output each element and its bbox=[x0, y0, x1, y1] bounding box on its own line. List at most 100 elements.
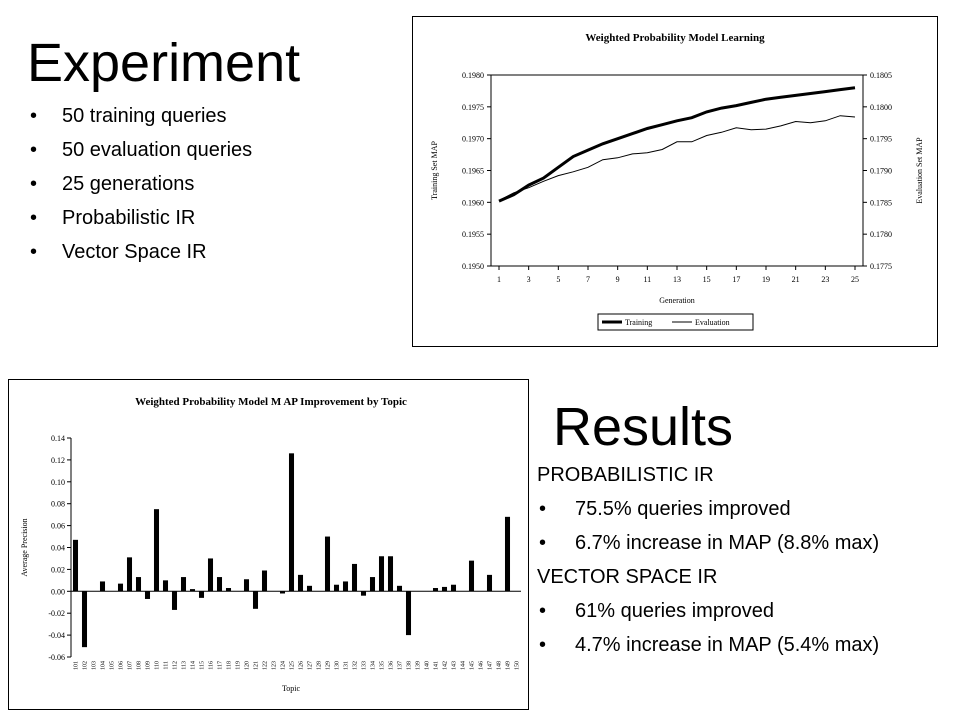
x-tick-label: 121 bbox=[254, 661, 260, 670]
x-tick-label: 141 bbox=[434, 661, 440, 670]
bar bbox=[99, 581, 106, 592]
learning-chart-svg: Weighted Probability Model Learning 0.195… bbox=[430, 32, 924, 331]
x-tick-label: 146 bbox=[479, 661, 485, 670]
legend-label: Training bbox=[625, 318, 652, 327]
list-item-text: 75.5% queries improved bbox=[575, 498, 791, 520]
y-tick-label: 0.1975 bbox=[462, 103, 484, 112]
bar bbox=[450, 584, 457, 592]
x-tick-label: 109 bbox=[146, 661, 152, 670]
x-tick-label: 128 bbox=[317, 661, 323, 670]
x-tick-label: 104 bbox=[101, 661, 107, 670]
list-item-text: Probabilistic IR bbox=[62, 207, 196, 229]
bar bbox=[162, 580, 169, 592]
series-line-evaluation bbox=[498, 115, 856, 201]
list-item: • Vector Space IR bbox=[26, 235, 252, 269]
bar bbox=[432, 588, 439, 592]
x-tick-label: 148 bbox=[497, 661, 503, 670]
x-axis-label: Topic bbox=[282, 684, 301, 693]
list-item-text: Vector Space IR bbox=[62, 241, 207, 263]
bar bbox=[153, 509, 160, 592]
x-tick-label: 13 bbox=[673, 275, 681, 284]
y-tick-label: -0.02 bbox=[48, 609, 65, 618]
x-axis-label: Generation bbox=[659, 296, 695, 305]
bar bbox=[504, 516, 511, 592]
x-tick-label: 126 bbox=[299, 661, 305, 670]
x-tick-label: 102 bbox=[83, 661, 89, 670]
x-tick-label: 25 bbox=[851, 275, 859, 284]
bullet-icon: • bbox=[539, 600, 547, 622]
x-tick-label: 137 bbox=[398, 661, 404, 670]
list-item-text: 4.7% increase in MAP (5.4% max) bbox=[575, 634, 880, 656]
y-tick-label: 0.08 bbox=[51, 500, 65, 509]
bullet-icon: • bbox=[30, 139, 38, 161]
bar bbox=[72, 539, 79, 592]
x-tick-label: 150 bbox=[515, 661, 521, 670]
bar bbox=[351, 563, 358, 592]
x-tick-label: 149 bbox=[506, 661, 512, 670]
x-tick-label: 116 bbox=[209, 661, 215, 670]
bar bbox=[405, 591, 412, 636]
y-tick-label: 0.1960 bbox=[462, 198, 484, 207]
x-tick-label: 15 bbox=[703, 275, 711, 284]
x-tick-label: 110 bbox=[155, 661, 161, 670]
x-tick-label: 5 bbox=[556, 275, 560, 284]
bar bbox=[288, 453, 295, 592]
x-tick-label: 118 bbox=[227, 661, 233, 670]
bar bbox=[252, 591, 259, 609]
legend-label: Evaluation bbox=[695, 318, 730, 327]
bar bbox=[468, 560, 475, 592]
x-tick-label: 142 bbox=[443, 661, 449, 670]
results-section-heading: VECTOR SPACE IR bbox=[537, 566, 718, 588]
y2-tick-label: 0.1795 bbox=[870, 135, 892, 144]
bar bbox=[360, 591, 367, 596]
bar bbox=[198, 591, 205, 598]
x-tick-label: 139 bbox=[416, 661, 422, 670]
x-tick-label: 111 bbox=[164, 661, 170, 670]
x-tick-label: 113 bbox=[182, 661, 188, 670]
x-tick-label: 117 bbox=[218, 661, 224, 670]
bar bbox=[378, 556, 385, 592]
x-tick-label: 120 bbox=[245, 661, 251, 670]
bullet-icon: • bbox=[539, 532, 547, 554]
results-section-heading: PROBABILISTIC IR bbox=[537, 464, 714, 486]
y-tick-label: 0.14 bbox=[51, 434, 65, 443]
y-tick-label: 0.1970 bbox=[462, 135, 484, 144]
x-tick-label: 101 bbox=[74, 661, 80, 670]
list-item: • 6.7% increase in MAP (8.8% max) bbox=[537, 526, 879, 560]
y2-tick-label: 0.1780 bbox=[870, 230, 892, 239]
x-tick-label: 132 bbox=[353, 661, 359, 670]
bar bbox=[81, 591, 88, 648]
x-tick-label: 119 bbox=[236, 661, 242, 670]
x-tick-label: 3 bbox=[527, 275, 531, 284]
bar bbox=[333, 584, 340, 592]
topic-bar-chart: Weighted Probability Model M AP Improvem… bbox=[8, 379, 529, 710]
x-tick-label: 114 bbox=[191, 661, 197, 670]
experiment-title: Experiment bbox=[27, 33, 301, 93]
bullet-icon: • bbox=[30, 173, 38, 195]
bar bbox=[342, 581, 349, 592]
list-item: • 50 training queries bbox=[26, 99, 252, 133]
bar bbox=[171, 591, 178, 610]
bar bbox=[243, 579, 250, 592]
series-line-training bbox=[498, 86, 856, 203]
bar bbox=[387, 556, 394, 592]
bar bbox=[297, 574, 304, 592]
bullet-icon: • bbox=[30, 105, 38, 127]
learning-line-chart: Weighted Probability Model Learning 0.195… bbox=[412, 16, 938, 347]
x-tick-label: 138 bbox=[407, 661, 413, 670]
bar bbox=[189, 589, 196, 592]
experiment-bullet-list: • 50 training queries • 50 evaluation quer… bbox=[26, 99, 252, 269]
bar bbox=[261, 570, 268, 592]
list-item: • Probabilistic IR bbox=[26, 201, 252, 235]
list-item: • 75.5% queries improved bbox=[537, 492, 879, 526]
y-tick-label: 0.06 bbox=[51, 522, 65, 531]
bullet-icon: • bbox=[30, 241, 38, 263]
list-item: • 50 evaluation queries bbox=[26, 133, 252, 167]
x-tick-label: 135 bbox=[380, 661, 386, 670]
bullet-icon: • bbox=[30, 207, 38, 229]
list-item-text: 50 training queries bbox=[62, 105, 227, 127]
y2-tick-label: 0.1800 bbox=[870, 103, 892, 112]
bar bbox=[117, 583, 124, 592]
x-tick-label: 125 bbox=[290, 661, 296, 670]
list-item: • 4.7% increase in MAP (5.4% max) bbox=[537, 628, 879, 662]
